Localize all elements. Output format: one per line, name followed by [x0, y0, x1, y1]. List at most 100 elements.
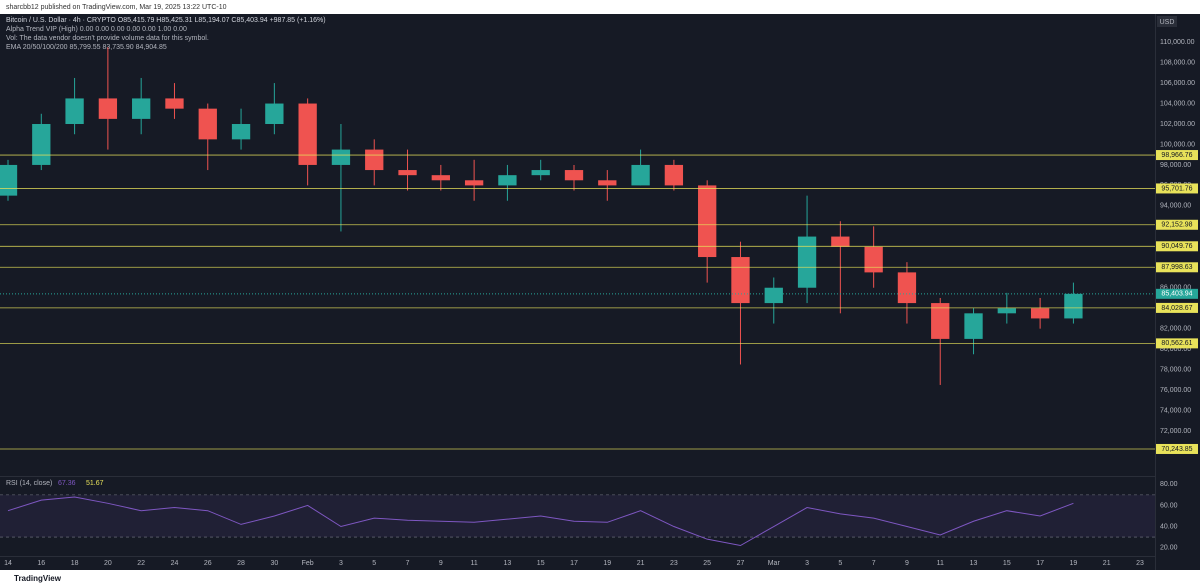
y-tick-label: 76,000.00: [1160, 387, 1191, 394]
candle-body: [0, 164, 18, 196]
x-tick-label: 5: [838, 560, 842, 567]
candle-body: [631, 164, 650, 186]
currency-box: [1157, 16, 1177, 27]
y-tick-label: 80,000.00: [1160, 346, 1191, 353]
x-tick-label: 15: [1003, 560, 1011, 567]
candle-body: [1064, 293, 1083, 319]
level-label: 70,243.85: [1161, 446, 1192, 453]
x-tick-label: 9: [439, 560, 443, 567]
candle-body: [165, 98, 184, 109]
y-tick-label: 98,000.00: [1160, 162, 1191, 169]
candle-body: [65, 98, 84, 125]
x-tick-label: 5: [372, 560, 376, 567]
level-label-box: [1156, 150, 1198, 161]
y-tick-label: 80.00: [1160, 481, 1178, 488]
x-tick-label: 21: [1103, 560, 1111, 567]
y-tick-label: 86,000.00: [1160, 285, 1191, 292]
candle-body: [698, 185, 717, 258]
x-tick-label: 17: [570, 560, 578, 567]
candle-body: [298, 103, 317, 165]
y-tick-label: 102,000.00: [1160, 121, 1195, 128]
y-tick-label: 108,000.00: [1160, 59, 1195, 66]
publisher: sharcbb12 published on TradingView.com, …: [6, 4, 227, 11]
x-tick-label: 26: [204, 560, 212, 567]
rsi-band: [0, 494, 1155, 538]
x-tick-label: Feb: [302, 560, 314, 567]
x-tick-label: 13: [970, 560, 978, 567]
x-tick-label: 21: [637, 560, 645, 567]
rsi-line: [7, 496, 1074, 547]
level-label-box: [1156, 262, 1198, 273]
candle-body: [564, 170, 584, 181]
legend-line: Alpha Trend VIP (High) 0.00 0.00 0.00 0.…: [6, 26, 187, 33]
candle-body: [132, 98, 151, 119]
candle-body: [265, 103, 284, 125]
level-label: 84,028.67: [1161, 305, 1192, 312]
candle-body: [664, 164, 684, 186]
logo: TradingView: [14, 574, 62, 583]
top-bar: [0, 0, 1200, 14]
y-tick-label: 100,000.00: [1160, 141, 1195, 148]
legend-line: Bitcoin / U.S. Dollar · 4h · CRYPTO O85,…: [6, 17, 326, 24]
x-tick-label: 25: [703, 560, 711, 567]
level-label-box: [1156, 183, 1198, 194]
y-tick-label: 94,000.00: [1160, 203, 1191, 210]
x-tick-label: 28: [237, 560, 245, 567]
y-tick-label: 20.00: [1160, 544, 1178, 551]
candle-body: [464, 180, 484, 186]
x-tick-label: 3: [805, 560, 809, 567]
currency: USD: [1160, 19, 1175, 26]
level-label-box: [1156, 302, 1198, 313]
level-label: 92,152.98: [1161, 222, 1192, 229]
y-tick-label: 106,000.00: [1160, 80, 1195, 87]
candle-body: [797, 236, 817, 288]
x-tick-label: 11: [937, 560, 944, 567]
level-label: 95,701.76: [1161, 185, 1192, 192]
x-tick-label: 27: [737, 560, 745, 567]
rsi-value: 67.36: [58, 480, 76, 487]
y-tick-label: 104,000.00: [1160, 100, 1195, 107]
x-tick-label: 19: [603, 560, 611, 567]
candle-body: [764, 287, 783, 304]
legend-line: EMA 20/50/100/200 85,799.55 83,735.90 84…: [6, 44, 167, 51]
y-tick-label: 110,000.00: [1160, 39, 1195, 46]
level-label: 90,049.76: [1161, 243, 1192, 250]
x-tick-label: 3: [339, 560, 343, 567]
candle-body: [997, 308, 1016, 314]
x-tick-label: 19: [1070, 560, 1078, 567]
x-tick-label: 24: [171, 560, 179, 567]
candle-body: [731, 257, 750, 304]
candle-body: [498, 175, 517, 186]
rsi-value: 51.67: [86, 480, 104, 487]
x-tick-label: Mar: [768, 560, 781, 567]
candle-body: [398, 170, 417, 176]
level-label-box: [1156, 338, 1198, 349]
bottom-bar: [0, 570, 1200, 588]
candle-body: [831, 236, 850, 247]
y-tick-label: 40.00: [1160, 523, 1178, 530]
x-tick-label: 18: [71, 560, 79, 567]
candle-body: [365, 149, 384, 171]
x-tick-label: 16: [37, 560, 45, 567]
candle-body: [531, 170, 550, 176]
y-tick-label: 74,000.00: [1160, 407, 1191, 414]
y-tick-label: 78,000.00: [1160, 366, 1191, 373]
candle-body: [964, 313, 983, 339]
candle-body: [431, 175, 450, 181]
level-label: 98,966.76: [1161, 152, 1192, 159]
x-tick-label: 23: [670, 560, 678, 567]
legend-line: Vol: The data vendor doesn't provide vol…: [6, 35, 209, 42]
x-tick-label: 7: [872, 560, 876, 567]
y-tick-label: 60.00: [1160, 502, 1178, 509]
candle-body: [231, 124, 251, 140]
candle-body: [32, 124, 51, 165]
candle-body: [1030, 308, 1050, 319]
x-tick-label: 17: [1036, 560, 1044, 567]
x-tick-label: 22: [137, 560, 145, 567]
rsi-title: RSI (14, close): [6, 480, 52, 487]
candle-body: [598, 180, 617, 186]
candle-body: [864, 246, 883, 273]
level-label-box: [1156, 219, 1198, 230]
y-tick-label: 82,000.00: [1160, 326, 1191, 333]
